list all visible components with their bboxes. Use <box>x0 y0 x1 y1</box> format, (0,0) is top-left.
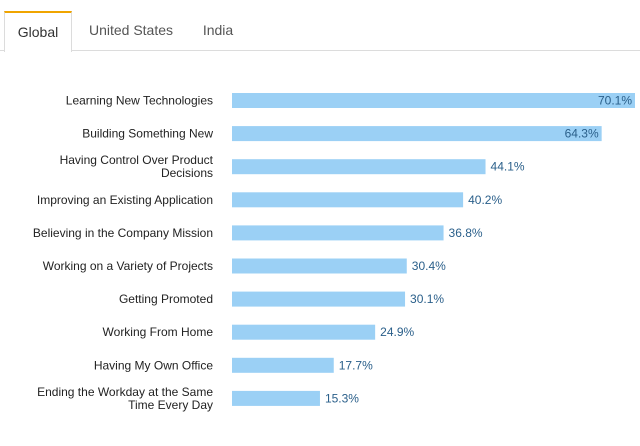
bar-8 <box>232 357 334 373</box>
bar-6 <box>232 291 406 307</box>
value-label-2: 44.1% <box>491 160 525 174</box>
bar-1 <box>232 126 602 142</box>
category-label-9: Ending the Workday at the Same Time Every… <box>37 385 213 412</box>
category-label-2: Having Control Over Product Decisions <box>60 153 214 180</box>
category-label-8: Having My Own Office <box>94 358 213 372</box>
value-label-4: 36.8% <box>449 226 483 240</box>
category-label-6: Getting Promoted <box>119 292 213 306</box>
tab-united-states[interactable]: United States <box>88 22 174 38</box>
value-label-1: 64.3% <box>565 127 599 141</box>
bar-2 <box>232 159 486 175</box>
bar-4 <box>232 225 444 241</box>
tab-global[interactable]: Global <box>4 11 72 52</box>
category-label-0: Learning New Technologies <box>66 94 213 108</box>
bar-0 <box>232 93 635 108</box>
bar-3 <box>232 192 464 208</box>
value-label-3: 40.2% <box>468 193 502 207</box>
category-label-5: Working on a Variety of Projects <box>43 259 213 273</box>
value-label-0: 70.1% <box>598 94 632 108</box>
value-label-8: 17.7% <box>339 358 373 372</box>
bar-5 <box>232 258 407 274</box>
value-label-6: 30.1% <box>410 292 444 306</box>
value-label-7: 24.9% <box>380 325 414 339</box>
value-label-5: 30.4% <box>412 259 446 273</box>
value-label-9: 15.3% <box>325 391 359 405</box>
category-label-1: Building Something New <box>82 127 213 141</box>
bar-7 <box>232 324 376 340</box>
tab-bar: Global United States India <box>0 0 640 52</box>
category-label-7: Working From Home <box>103 325 214 339</box>
category-label-3: Improving an Existing Application <box>37 193 213 207</box>
tab-india[interactable]: India <box>202 22 234 38</box>
bar-9 <box>232 390 320 406</box>
category-label-4: Believing in the Company Mission <box>33 226 213 240</box>
